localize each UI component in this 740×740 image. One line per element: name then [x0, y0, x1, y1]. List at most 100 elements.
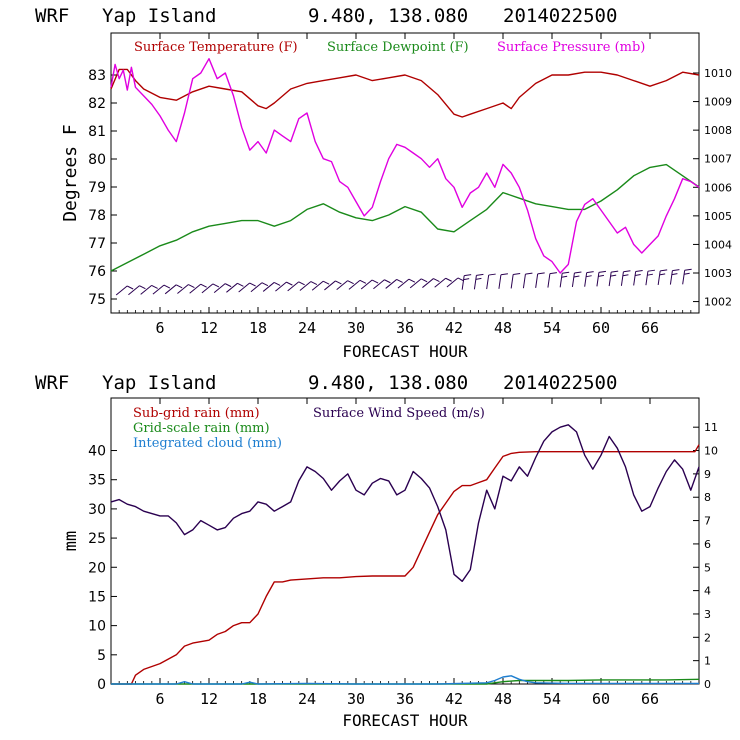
top-header-run: 2014022500 [503, 5, 617, 27]
top-y2-tick-label: 1009 [704, 96, 732, 109]
wind-barb-flag [475, 277, 482, 280]
wind-barb [152, 284, 171, 295]
wind-barb-flag [335, 280, 342, 285]
pressure-line [110, 58, 700, 274]
wind-barb-flag [384, 279, 391, 284]
wind-barb [422, 278, 440, 288]
bottom-y-tick-label: 30 [88, 502, 106, 518]
bottom-y2-tick-label: 2 [704, 631, 711, 644]
wind-barb-staff [164, 284, 177, 295]
wind-barb-flag [647, 269, 655, 272]
wind-barb-flag [598, 270, 606, 273]
bottom-y-tick-label: 10 [88, 619, 106, 635]
wind-barb [238, 282, 256, 293]
wind-barb-flag [371, 279, 379, 284]
wind-barb [226, 282, 244, 293]
wind-barb-staff [498, 274, 502, 289]
wind-barb [189, 283, 207, 294]
bottom-y-tick-label: 5 [97, 648, 106, 664]
bottom-y2-tick-label: 1 [704, 655, 711, 668]
wind-barb-flag [188, 284, 195, 288]
top-y2-tick-label: 1008 [704, 124, 732, 137]
top-y-axis-left: 75 76 77 78 79 80 81 82 83 [88, 68, 117, 308]
wind-barb-staff [397, 278, 410, 289]
wind-barb-flag [660, 269, 668, 272]
bottom-legend-subgrid: Sub-grid rain (mm) [133, 406, 260, 421]
bottom-series-group [110, 424, 700, 685]
wind-barb [633, 269, 643, 286]
wind-barb-flag [476, 273, 484, 276]
bottom-y2-tick-label: 3 [704, 608, 711, 621]
wind-barb [213, 283, 232, 294]
wind-barb-flag [672, 269, 680, 272]
wind-barb-flag [396, 278, 403, 283]
wind-barb-flag [525, 272, 533, 275]
wind-barb-flag [433, 278, 440, 283]
bottom-y2-tick-label: 5 [704, 561, 711, 574]
wind-barb-staff [608, 272, 612, 287]
wind-barb-flag [500, 273, 508, 276]
top-x-tick-label: 6 [155, 319, 164, 337]
wind-barb-flag [488, 273, 496, 276]
wind-barb-flag [562, 271, 570, 274]
wind-barb-flag [249, 282, 256, 287]
wind-barb-staff [657, 270, 661, 285]
wind-barb-flag [464, 274, 472, 277]
wind-barb-staff [373, 279, 385, 290]
wind-barb [522, 272, 533, 289]
wind-barb-flag [445, 277, 452, 282]
wind-barb-flag [261, 282, 269, 287]
bottom-y2-tick-label: 11 [704, 421, 718, 434]
wind-barb-flag [273, 281, 281, 286]
wind-barb-flag [684, 268, 692, 271]
wind-barb [620, 270, 631, 286]
subgrid-rain-line [111, 444, 700, 685]
bottom-y-tick-label: 15 [88, 589, 106, 605]
wind-barb-flag [408, 278, 416, 283]
bottom-y2-tick-label: 10 [704, 445, 718, 458]
bottom-x-axis: 6 12 18 24 30 36 42 48 54 60 66 [118, 398, 692, 708]
integrated-cloud-line [111, 675, 699, 685]
bottom-y-tick-label: 25 [88, 531, 106, 547]
bottom-x-tick-label: 36 [396, 690, 414, 708]
top-y-tick-label: 75 [88, 292, 106, 308]
wind-barb [128, 285, 146, 296]
wind-barb-flag [513, 272, 521, 275]
wind-barb [682, 268, 692, 285]
wind-barb-staff [596, 272, 600, 287]
wind-barb [559, 271, 570, 288]
wind-barb [299, 281, 318, 291]
wind-barb [348, 279, 367, 290]
wind-barb-flag [549, 272, 557, 275]
wind-barb-staff [348, 279, 361, 290]
wind-barb-flag [586, 275, 592, 278]
top-y-tick-label: 81 [88, 124, 106, 140]
bottom-x-axis-label: FORECAST HOUR [342, 711, 468, 730]
wind-barb-staff [461, 275, 465, 290]
top-y2-tick-label: 1005 [704, 210, 732, 223]
wind-barb-flag [212, 283, 220, 288]
bottom-header-model: WRF [35, 372, 69, 394]
top-y2-tick-label: 1004 [704, 238, 732, 251]
top-y-axis-label: Degrees F [60, 124, 81, 222]
bottom-header-coords: 9.480, 138.080 [308, 372, 468, 394]
wind-barb-staff [422, 278, 434, 288]
wind-barb-flag [420, 278, 428, 283]
bottom-y-tick-label: 40 [88, 444, 106, 460]
wind-barb [669, 269, 680, 285]
gridscale-rain-line [111, 678, 700, 685]
wind-barb-flag [623, 270, 631, 273]
top-y-tick-label: 82 [88, 96, 106, 112]
wind-barb [446, 277, 465, 288]
wind-barb [164, 284, 183, 295]
top-x-tick-label: 54 [543, 319, 561, 337]
wind-barb-staff [324, 280, 336, 291]
wind-barb [645, 269, 655, 286]
top-y2-tick-label: 1007 [704, 153, 732, 166]
wind-barb [510, 272, 521, 289]
wind-barb-staff [311, 280, 324, 291]
wind-barb-flag [574, 271, 582, 274]
wind-barb-staff [645, 271, 649, 286]
wind-barb-staff [535, 273, 539, 288]
wind-barb [657, 269, 668, 285]
